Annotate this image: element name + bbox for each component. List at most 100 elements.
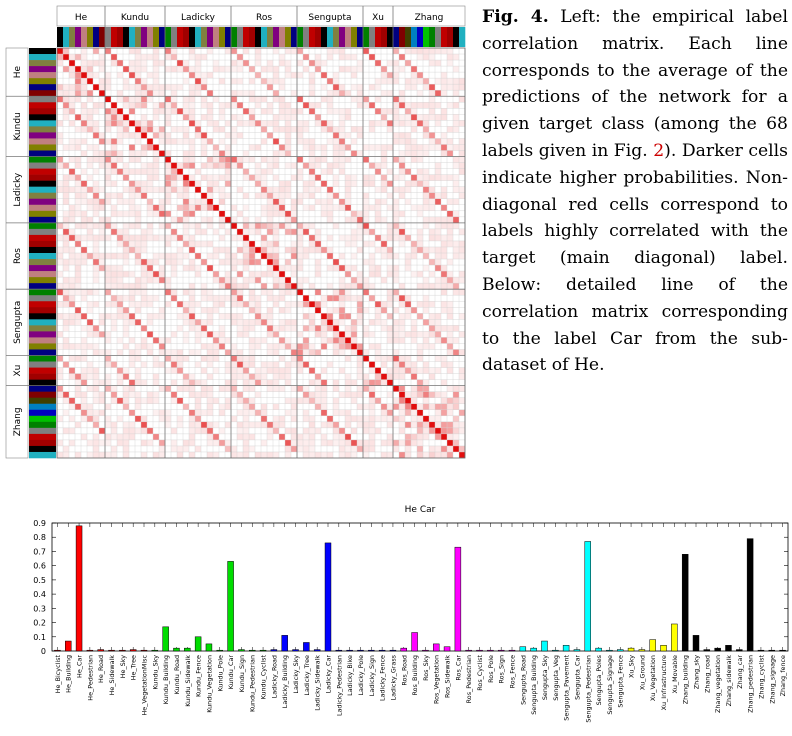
matrix-cell (93, 60, 99, 67)
matrix-cell (57, 415, 63, 422)
matrix-cell (417, 391, 423, 398)
matrix-cell (99, 162, 105, 169)
figure-reference-link[interactable]: 2 (653, 140, 665, 161)
matrix-cell (237, 102, 243, 109)
matrix-cell (105, 439, 111, 446)
matrix-cell (291, 355, 297, 362)
matrix-cell (201, 162, 207, 169)
matrix-cell (225, 259, 231, 266)
matrix-cell (219, 246, 225, 253)
matrix-cell (315, 198, 321, 205)
matrix-cell (399, 186, 405, 193)
matrix-cell (195, 421, 201, 428)
matrix-cell (63, 114, 69, 121)
matrix-cell (81, 126, 87, 133)
matrix-cell (417, 90, 423, 97)
matrix-cell (411, 307, 417, 314)
matrix-cell (393, 120, 399, 127)
matrix-cell (411, 391, 417, 398)
matrix-cell (93, 367, 99, 374)
matrix-cell (171, 90, 177, 97)
matrix-cell (453, 156, 459, 163)
matrix-cell (63, 391, 69, 398)
matrix-cell (57, 156, 63, 163)
matrix-cell (255, 421, 261, 428)
matrix-cell (447, 283, 453, 290)
matrix-cell (279, 325, 285, 332)
matrix-cell (453, 391, 459, 398)
matrix-cell (411, 126, 417, 133)
matrix-cell (291, 427, 297, 434)
matrix-cell (153, 409, 159, 416)
matrix-cell (171, 102, 177, 109)
matrix-cell (207, 72, 213, 79)
matrix-cell (165, 162, 171, 169)
bar (54, 649, 61, 652)
matrix-cell (81, 325, 87, 332)
matrix-cell (237, 409, 243, 416)
matrix-cell (351, 265, 357, 272)
matrix-cell (147, 198, 153, 205)
matrix-cell (375, 216, 381, 223)
matrix-cell (369, 253, 375, 260)
label-color-left (29, 313, 56, 320)
matrix-cell (81, 198, 87, 205)
matrix-cell (399, 415, 405, 422)
matrix-cell (81, 289, 87, 296)
matrix-cell (459, 331, 465, 338)
matrix-cell (435, 319, 441, 326)
matrix-cell (447, 433, 453, 440)
matrix-cell (255, 72, 261, 79)
matrix-cell (417, 78, 423, 85)
matrix-cell (207, 373, 213, 380)
matrix-cell (417, 415, 423, 422)
matrix-cell (117, 295, 123, 302)
matrix-cell (453, 186, 459, 193)
matrix-cell (411, 271, 417, 278)
bar (140, 649, 148, 652)
matrix-cell (369, 120, 375, 127)
label-color-left (29, 108, 56, 115)
matrix-cell (225, 180, 231, 187)
matrix-cell (357, 373, 363, 380)
matrix-cell (117, 228, 123, 235)
matrix-cell (177, 108, 183, 115)
figure-label: Fig. 4. (482, 7, 549, 27)
matrix-cell (339, 445, 345, 452)
matrix-cell (249, 120, 255, 127)
matrix-cell (75, 198, 81, 205)
matrix-cell (327, 96, 333, 103)
matrix-cell (201, 192, 207, 199)
matrix-cell (207, 253, 213, 260)
matrix-cell (129, 385, 135, 392)
matrix-cell (303, 313, 309, 320)
matrix-cell (339, 337, 345, 344)
matrix-cell (267, 240, 273, 247)
matrix-cell (381, 114, 387, 121)
matrix-cell (105, 415, 111, 422)
matrix-cell (75, 253, 81, 260)
matrix-cell (327, 361, 333, 368)
matrix-cell (279, 180, 285, 187)
matrix-cell (111, 445, 117, 452)
matrix-cell (423, 301, 429, 308)
matrix-cell (195, 204, 201, 211)
matrix-cell (255, 246, 261, 253)
matrix-cell (231, 96, 237, 103)
matrix-cell (429, 108, 435, 115)
matrix-cell (339, 66, 345, 73)
bar (519, 646, 527, 652)
matrix-cell (261, 192, 267, 199)
matrix-cell (399, 391, 405, 398)
matrix-cell (393, 295, 399, 302)
matrix-cell (417, 168, 423, 175)
matrix-cell (189, 234, 195, 241)
matrix-cell (117, 96, 123, 103)
matrix-cell (99, 265, 105, 272)
matrix-cell (75, 319, 81, 326)
label-color-left (29, 174, 56, 181)
matrix-cell (165, 150, 171, 157)
matrix-cell (153, 253, 159, 260)
matrix-cell (273, 301, 279, 308)
matrix-cell (291, 385, 297, 392)
